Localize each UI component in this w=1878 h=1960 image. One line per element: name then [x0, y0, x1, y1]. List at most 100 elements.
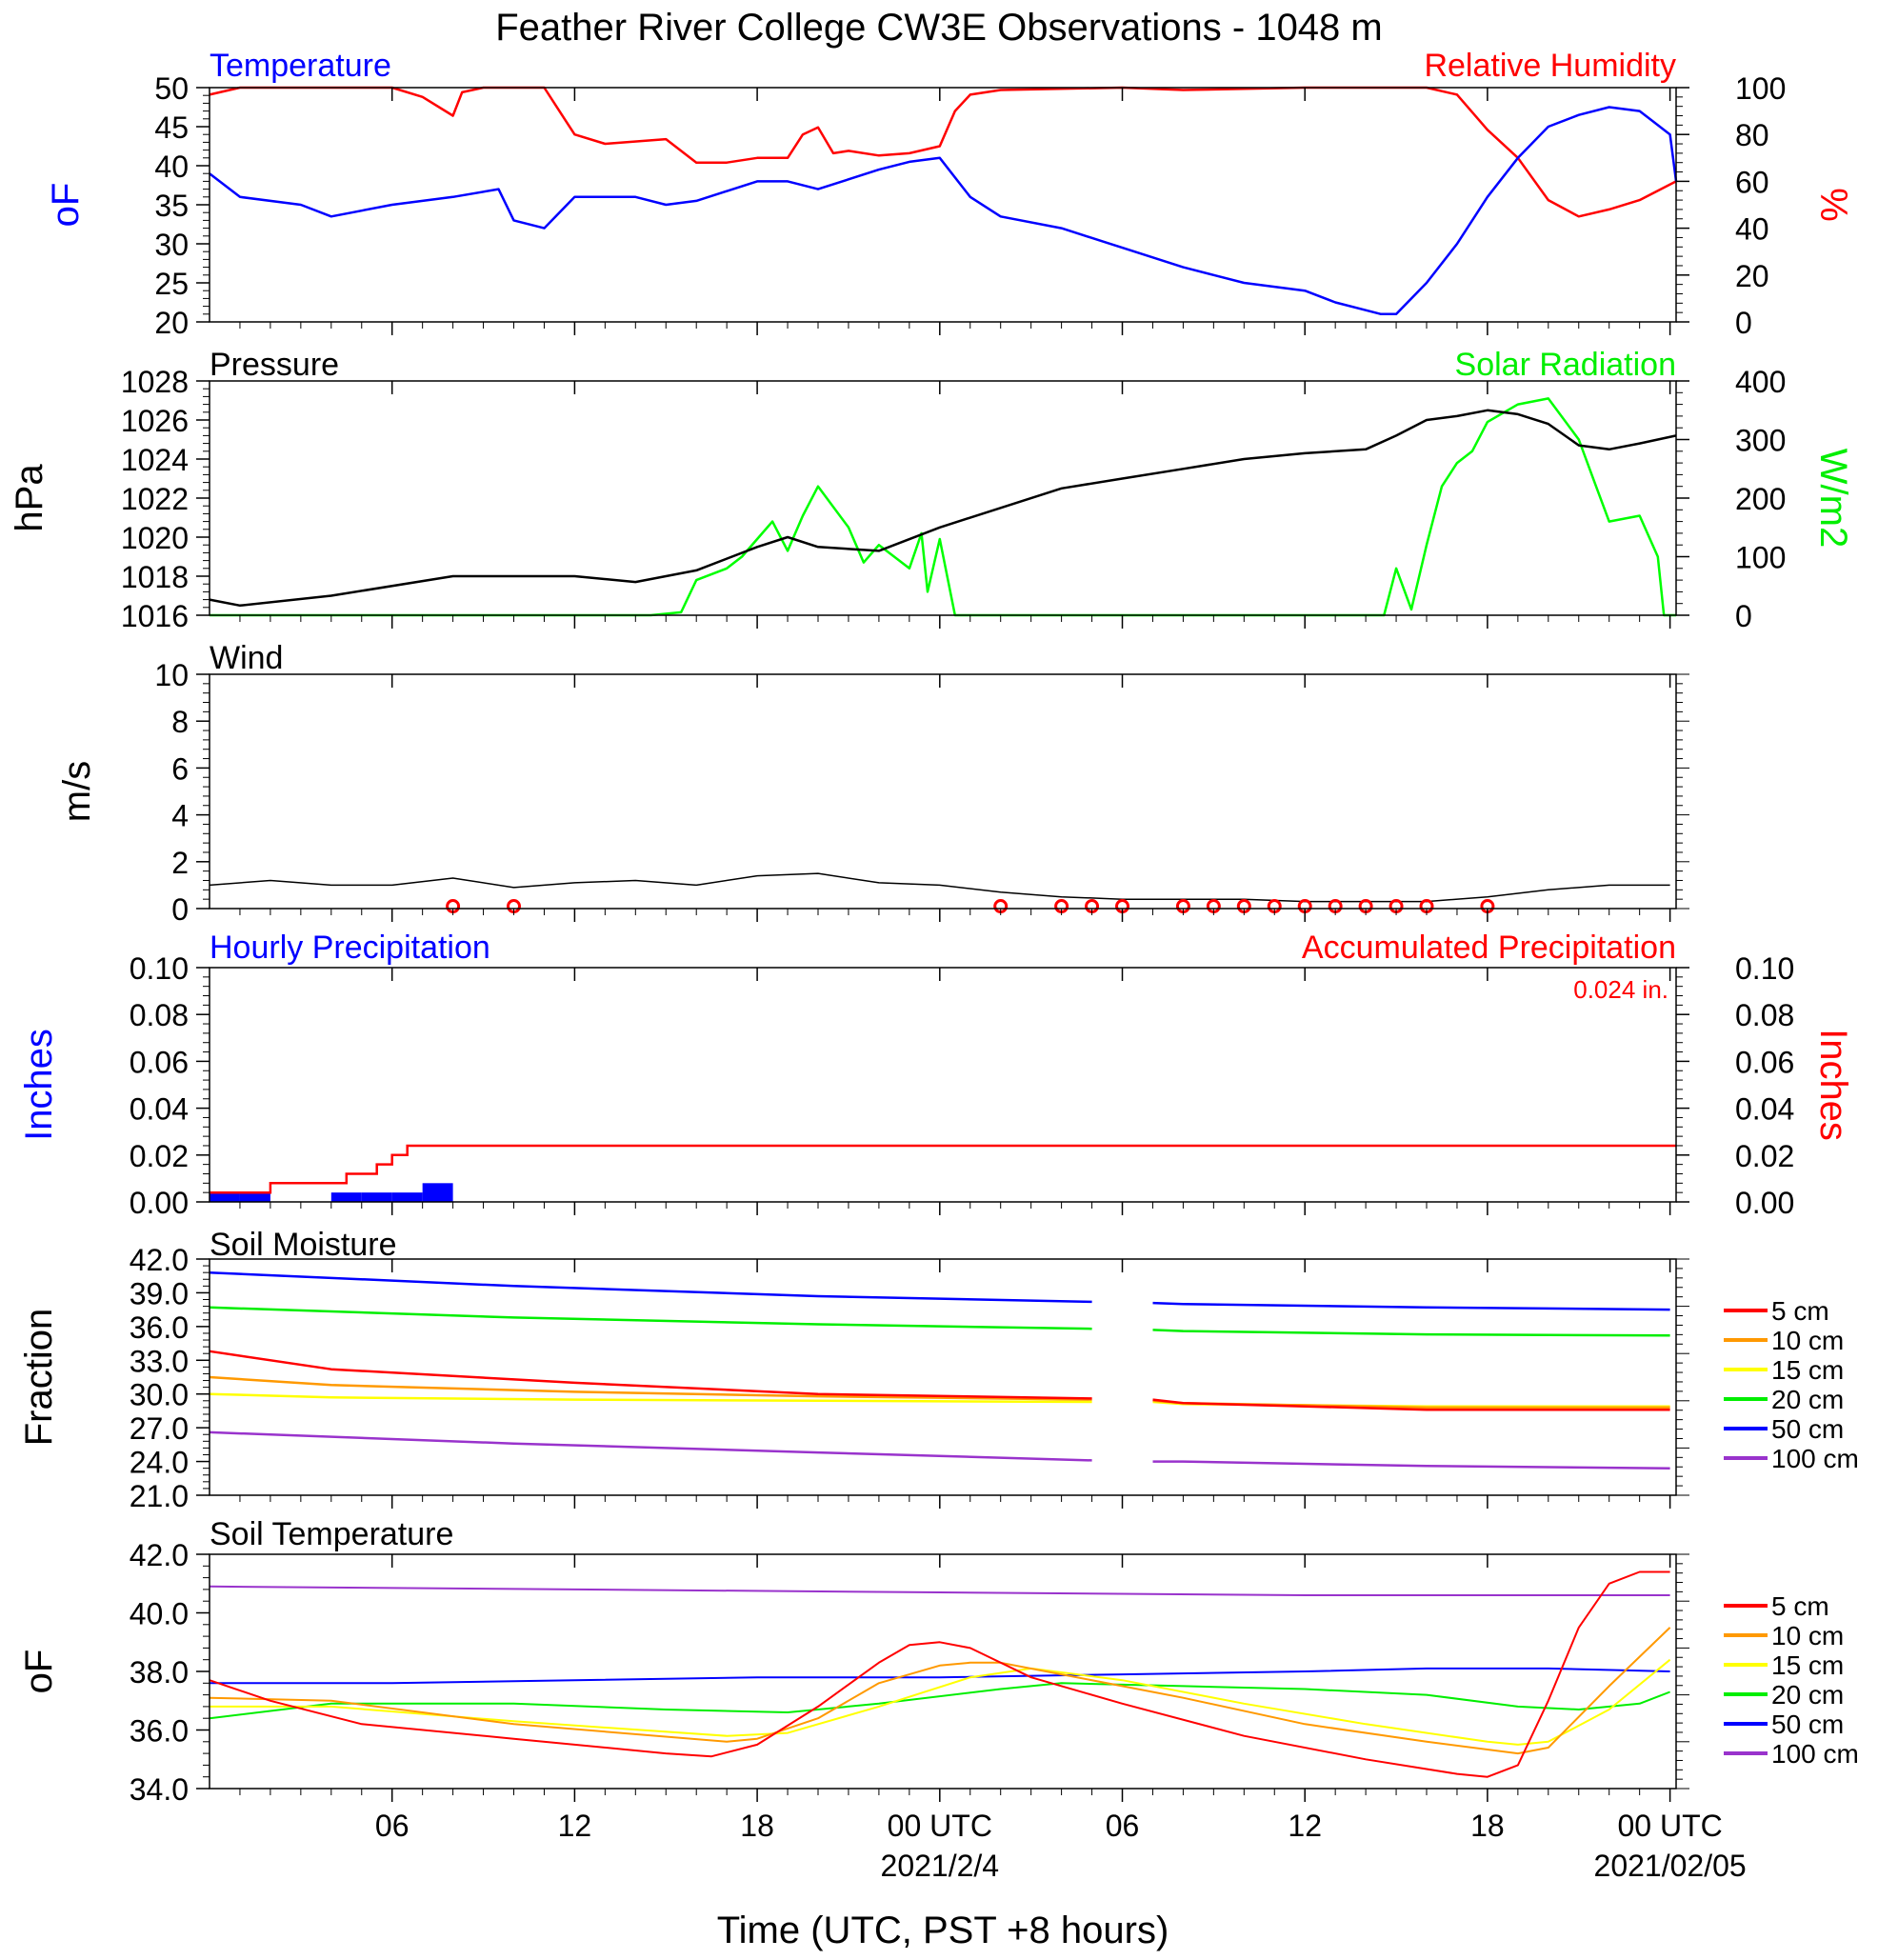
left-tick-label: 36.0: [130, 1310, 189, 1345]
left-tick-label: 1024: [121, 443, 189, 477]
x-tick-label: 06: [375, 1809, 410, 1843]
right-tick-label: 60: [1735, 165, 1769, 199]
wind-line: [209, 872, 1670, 903]
hourly-precip-bar: [361, 1192, 392, 1202]
soil-moisture-series-layer: [209, 1270, 1670, 1470]
rh-right-ticks: 100 80 60 40 20 0: [1676, 71, 1786, 340]
left-tick-label: 40: [154, 150, 189, 184]
soil-temp-title: Soil Temperature: [210, 1516, 453, 1552]
right-tick-label: 0.00: [1735, 1186, 1794, 1220]
pressure-x-ticks: [239, 381, 1671, 629]
soil-temp-line-5: [209, 1585, 1670, 1596]
accum-precip-total: 0.024 in.: [1573, 975, 1668, 1004]
soil-moisture-line-5-seg-1: [209, 1430, 1092, 1462]
temp-ylabel: oF: [45, 183, 87, 228]
left-tick-label: 1016: [121, 599, 189, 633]
right-tick-label: 100: [1735, 541, 1786, 575]
legend-label: 20 cm: [1771, 1385, 1844, 1414]
x-date-label: 2021/2/4: [881, 1849, 1000, 1883]
soil-moisture-left-ticks: 42.039.036.033.030.027.024.021.0: [130, 1243, 210, 1513]
pressure-title: Pressure: [210, 347, 339, 383]
wind-left-ticks: 10 8 6 4 2 0: [154, 658, 210, 927]
left-tick-label: 33.0: [130, 1344, 189, 1378]
left-tick-label: 0.08: [130, 998, 189, 1032]
right-tick-label: 0.08: [1735, 998, 1794, 1032]
soil-moisture-line-3-seg-2: [1152, 1329, 1670, 1337]
soil-temp-line-2: [210, 1658, 1671, 1746]
right-tick-label: 0: [1735, 599, 1752, 633]
right-tick-label: 0: [1735, 306, 1752, 340]
legend-label: 100 cm: [1771, 1444, 1859, 1473]
panel-pressure-solar: 1028 1026 1024 1022 1020 1018 1016 400 300 200 10…: [9, 347, 1854, 633]
x-tick-label: 18: [1470, 1809, 1505, 1843]
soil-moisture-line-0-seg-1: [209, 1350, 1092, 1400]
left-tick-label: 24.0: [130, 1446, 189, 1480]
left-tick-label: 42.0: [130, 1538, 189, 1572]
solar-ylabel: W/m2: [1812, 449, 1854, 548]
left-tick-label: 0.06: [130, 1045, 189, 1079]
rh-line: [209, 86, 1677, 218]
panel-precip: 0.10 0.08 0.06 0.04 0.02 0.00 0.10 0.08 0.06 0.0…: [18, 930, 1854, 1220]
hourly-precip-bar: [210, 1192, 240, 1202]
left-tick-label: 0.00: [130, 1186, 189, 1220]
pressure-series-layer: [209, 397, 1677, 617]
pressure-ylabel: hPa: [9, 464, 50, 532]
left-tick-label: 25: [154, 267, 189, 301]
hourly-precip-bar: [239, 1192, 270, 1202]
left-tick-label: 42.0: [130, 1243, 189, 1277]
left-tick-label: 0.04: [130, 1092, 189, 1127]
legend-label: 10 cm: [1771, 1621, 1844, 1650]
left-tick-label: 38.0: [130, 1655, 189, 1690]
solar-title: Solar Radiation: [1455, 347, 1676, 383]
soil-moisture-title: Soil Moisture: [210, 1227, 397, 1263]
wind-title: Wind: [210, 640, 283, 676]
legend-label: 20 cm: [1771, 1680, 1844, 1710]
left-tick-label: 39.0: [130, 1276, 189, 1310]
soil-moisture-line-2-seg-1: [209, 1392, 1092, 1404]
wind-ylabel: m/s: [56, 761, 98, 822]
left-tick-label: 30.0: [130, 1378, 189, 1412]
right-tick-label: 20: [1735, 259, 1769, 293]
soil-temp-x-ticks: [239, 1554, 1671, 1802]
precip-x-ticks: [239, 968, 1671, 1215]
soil-moisture-x-ticks: [239, 1259, 1671, 1509]
panel-wind: 10 8 6 4 2 0 Wind m/s: [56, 640, 1689, 927]
left-tick-label: 10: [154, 658, 189, 692]
left-tick-label: 1028: [121, 365, 189, 399]
left-tick-label: 35: [154, 189, 189, 223]
pressure-line: [209, 409, 1677, 608]
x-tick-label: 12: [558, 1809, 592, 1843]
temp-left-ticks: 50 45 40 35 30 25 20: [154, 71, 210, 340]
soil-temp-series-layer: [209, 1570, 1671, 1778]
left-tick-label: 0: [171, 892, 189, 927]
panel-wind-frame: [209, 673, 1677, 910]
pressure-left-ticks: 1028 1026 1024 1022 1020 1018 1016: [121, 365, 210, 633]
left-tick-label: 20: [154, 306, 189, 340]
x-tick-label: 00 UTC: [1617, 1809, 1722, 1843]
left-tick-label: 6: [171, 751, 189, 786]
right-tick-label: 100: [1735, 71, 1786, 106]
right-tick-label: 0.10: [1735, 951, 1794, 986]
soil-moisture-ylabel: Fraction: [18, 1309, 60, 1447]
left-tick-label: 21.0: [130, 1479, 189, 1513]
right-tick-label: 40: [1735, 212, 1769, 247]
rh-ylabel: %: [1812, 188, 1854, 222]
left-tick-label: 36.0: [130, 1714, 189, 1749]
x-tick-label: 12: [1288, 1809, 1322, 1843]
legend-label: 10 cm: [1771, 1326, 1844, 1355]
soil-moisture-line-3-seg-1: [209, 1306, 1092, 1330]
soil-temp-left-ticks: 42.0 40.0 38.0 36.0 34.0: [130, 1538, 210, 1807]
legend-label: 50 cm: [1771, 1710, 1844, 1739]
temperature-title: Temperature: [210, 48, 391, 84]
soil-temp-ylabel: oF: [18, 1650, 60, 1694]
solar-right-ticks: 400 300 200 100 0: [1676, 365, 1786, 633]
legend-label: 5 cm: [1771, 1296, 1829, 1326]
solar-line: [210, 397, 1676, 617]
precip-left-ylabel: Inches: [18, 1029, 60, 1141]
right-tick-label: 0.04: [1735, 1092, 1794, 1127]
precip-series-layer: [210, 1144, 1676, 1202]
right-tick-label: 300: [1735, 424, 1786, 458]
soil-moisture-line-1-seg-1: [209, 1375, 1092, 1401]
